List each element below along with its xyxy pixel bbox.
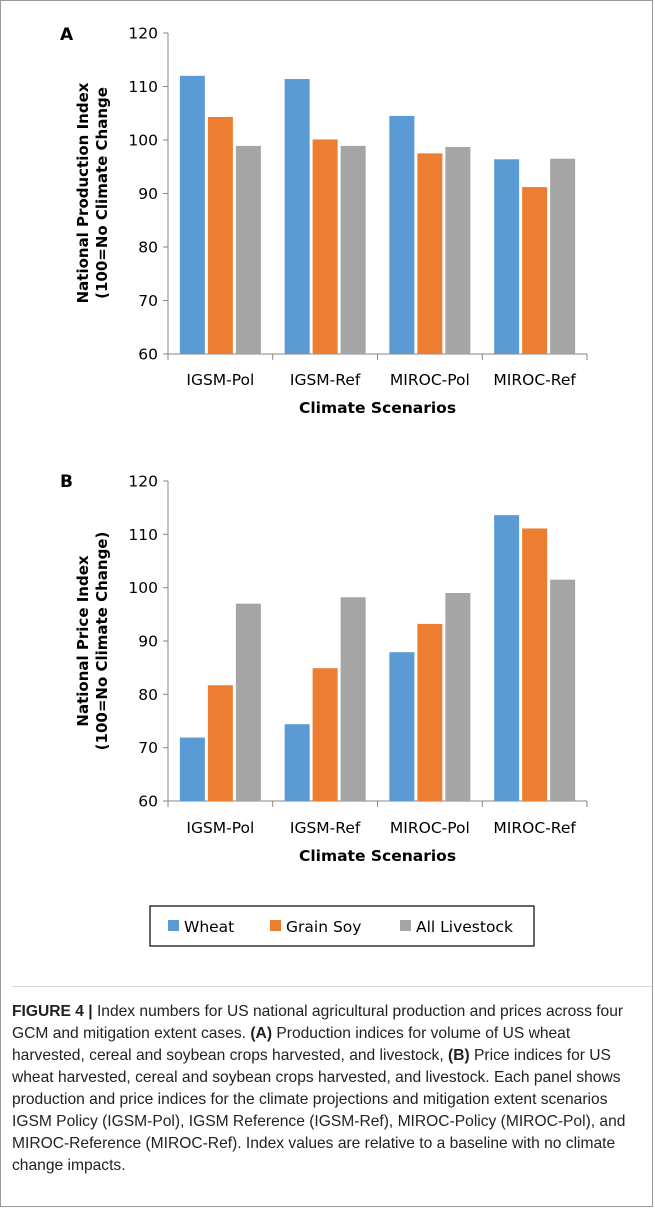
bar-all-livestock <box>235 603 261 801</box>
bar-wheat <box>494 515 520 801</box>
bar-grain-soy <box>312 139 338 354</box>
bar-all-livestock <box>445 146 471 354</box>
y-tick-label: 120 <box>128 473 158 491</box>
y-tick-label: 60 <box>138 346 158 364</box>
y-tick-label: 100 <box>128 132 158 150</box>
bar-grain-soy <box>522 187 548 354</box>
y-tick-label: 70 <box>138 292 158 310</box>
caption-b-label: (B) <box>448 1047 470 1064</box>
x-tick-label: IGSM-Pol <box>186 819 254 837</box>
legend-label: All Livestock <box>416 918 513 936</box>
x-tick-label: MIROC-Pol <box>390 819 470 837</box>
x-tick-label: MIROC-Pol <box>390 371 470 389</box>
legend-box <box>149 905 535 947</box>
y-tick-label: 110 <box>128 78 158 96</box>
bar-wheat <box>494 159 520 354</box>
caption-a-text: Production indices for volume of US whea… <box>12 1025 571 1064</box>
bar-grain-soy <box>522 528 548 801</box>
legend-label: Wheat <box>184 918 234 936</box>
y-axis-title-line: National Price Index <box>74 555 92 726</box>
y-axis-title: National Production Index(100=No Climate… <box>74 82 111 303</box>
chart-legend: Wheat Grain Soy All Livestock <box>149 905 535 947</box>
bar-all-livestock <box>340 145 366 354</box>
bar-all-livestock <box>340 597 366 801</box>
bar-all-livestock <box>445 593 471 801</box>
legend-swatch-wheat <box>168 920 179 931</box>
y-tick-label: 110 <box>128 526 158 544</box>
y-tick-label: 90 <box>138 185 158 203</box>
legend-label: Grain Soy <box>286 918 361 936</box>
y-tick-label: 70 <box>138 739 158 757</box>
bar-wheat <box>284 724 310 801</box>
bar-wheat <box>179 737 205 801</box>
caption-figure-label: FIGURE 4 | <box>12 1003 93 1020</box>
caption-intro: Index numbers for US national agricultur… <box>12 1003 624 1042</box>
y-tick-label: 90 <box>138 633 158 651</box>
x-axis-title: Climate Scenarios <box>299 847 456 865</box>
y-tick-label: 120 <box>128 25 158 43</box>
x-tick-label: IGSM-Pol <box>186 371 254 389</box>
bar-all-livestock <box>550 579 576 801</box>
caption-b-text: Price indices for US wheat harvested, ce… <box>12 1047 626 1174</box>
bar-all-livestock <box>235 145 261 354</box>
x-tick-label: MIROC-Ref <box>493 819 576 837</box>
x-tick-label: IGSM-Ref <box>290 371 361 389</box>
bar-grain-soy <box>207 685 233 801</box>
bar-grain-soy <box>417 153 443 354</box>
figure-caption: FIGURE 4 | Index numbers for US national… <box>12 1001 640 1177</box>
y-tick-label: 80 <box>138 686 158 704</box>
caption-divider <box>12 986 652 987</box>
y-tick-label: 80 <box>138 239 158 257</box>
bar-wheat <box>389 652 415 801</box>
chart-panel-a: A 60 70 80 90 100 110 120 IGSM-Pol IGSM-Ref MIROC-… <box>60 25 588 417</box>
bar-grain-soy <box>417 623 443 801</box>
bar-all-livestock <box>550 158 576 354</box>
y-axis-title-line: National Production Index <box>74 82 92 303</box>
panel-label: A <box>60 25 74 45</box>
y-axis-title: National Price Index(100=No Climate Chan… <box>74 532 111 751</box>
bar-wheat <box>179 75 205 355</box>
panel-label: B <box>60 472 73 492</box>
y-axis-title-line: (100=No Climate Change <box>93 87 111 299</box>
chart-panel-b: B 60 70 80 90 100 110 120 IGSM-Pol IGSM-Ref MIROC-… <box>60 472 588 865</box>
y-tick-label: 60 <box>138 793 158 811</box>
bar-wheat <box>284 79 310 354</box>
x-tick-label: IGSM-Ref <box>290 819 361 837</box>
legend-swatch-grain-soy <box>270 920 281 931</box>
y-tick-label: 100 <box>128 579 158 597</box>
x-axis-title: Climate Scenarios <box>299 399 456 417</box>
legend-swatch-all-livestock <box>400 920 411 931</box>
bar-grain-soy <box>312 668 338 801</box>
bar-wheat <box>389 115 415 354</box>
bar-grain-soy <box>207 116 233 355</box>
x-tick-label: MIROC-Ref <box>493 371 576 389</box>
caption-a-label: (A) <box>250 1025 273 1042</box>
y-axis-title-line: (100=No Climate Change) <box>93 532 111 751</box>
